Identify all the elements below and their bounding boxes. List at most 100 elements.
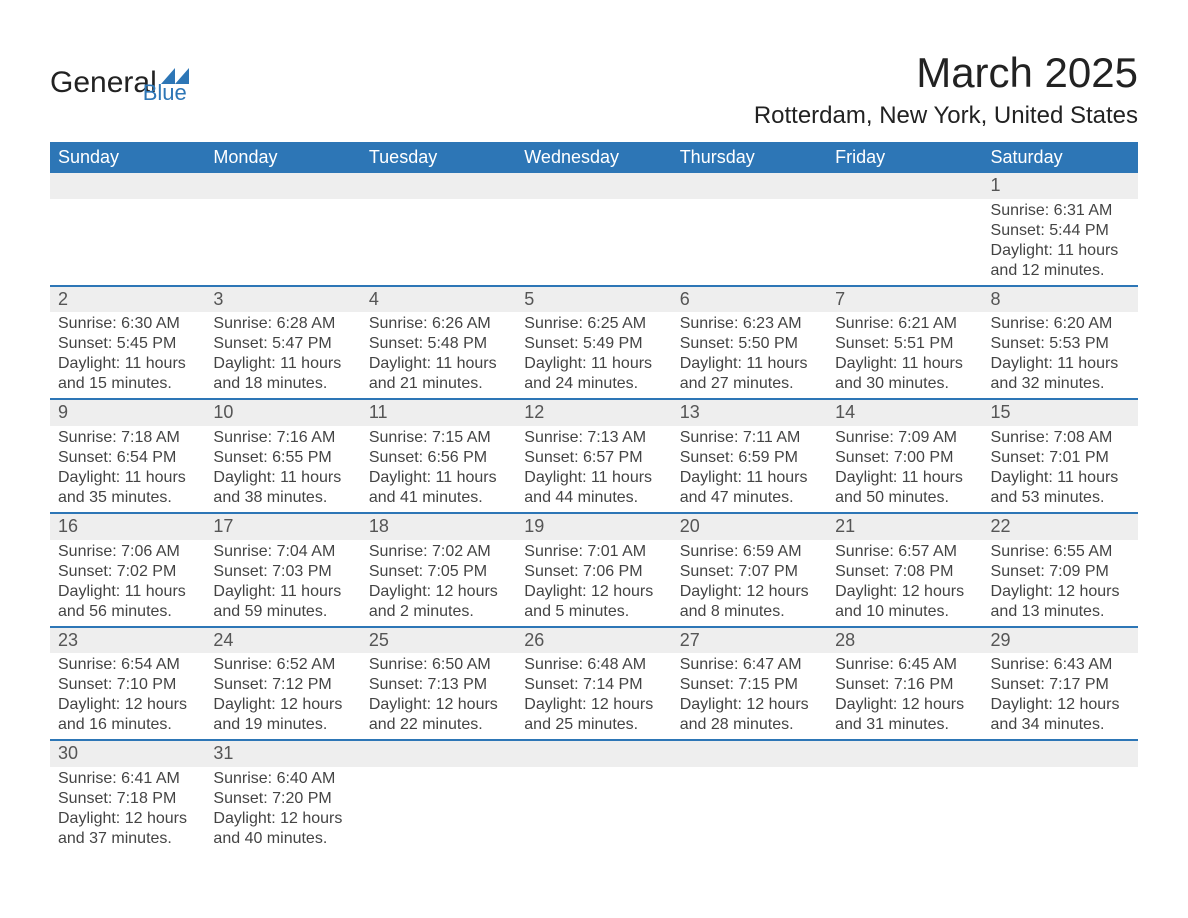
day-cell [516, 740, 671, 853]
sunset-line: Sunset: 7:14 PM [524, 675, 663, 695]
daylight-line: Daylight: 11 hours [680, 354, 819, 374]
day-cell: 2Sunrise: 6:30 AMSunset: 5:45 PMDaylight… [50, 286, 205, 400]
day-data: Sunrise: 7:08 AMSunset: 7:01 PMDaylight:… [983, 426, 1138, 512]
logo: General Blue [50, 50, 189, 104]
day-data: Sunrise: 6:20 AMSunset: 5:53 PMDaylight:… [983, 312, 1138, 398]
day-cell: 11Sunrise: 7:15 AMSunset: 6:56 PMDayligh… [361, 399, 516, 513]
day-number: 10 [205, 400, 360, 426]
sunset-line: Sunset: 7:18 PM [58, 789, 197, 809]
day-cell: 23Sunrise: 6:54 AMSunset: 7:10 PMDayligh… [50, 627, 205, 741]
daylight-line: Daylight: 12 hours [369, 582, 508, 602]
month-title: March 2025 [754, 50, 1138, 96]
daylight-line: and 13 minutes. [991, 602, 1130, 622]
day-number: 19 [516, 514, 671, 540]
daylight-line: and 41 minutes. [369, 488, 508, 508]
day-number: 1 [983, 173, 1138, 199]
daylight-line: Daylight: 12 hours [369, 695, 508, 715]
weekday-header: Saturday [983, 142, 1138, 173]
day-data: Sunrise: 6:21 AMSunset: 5:51 PMDaylight:… [827, 312, 982, 398]
logo-text-general: General [50, 68, 157, 98]
daylight-line: Daylight: 11 hours [991, 241, 1130, 261]
daylight-line: Daylight: 12 hours [58, 695, 197, 715]
day-cell: 9Sunrise: 7:18 AMSunset: 6:54 PMDaylight… [50, 399, 205, 513]
sunrise-line: Sunrise: 7:02 AM [369, 542, 508, 562]
day-cell: 10Sunrise: 7:16 AMSunset: 6:55 PMDayligh… [205, 399, 360, 513]
day-data: Sunrise: 6:40 AMSunset: 7:20 PMDaylight:… [205, 767, 360, 853]
day-number: 11 [361, 400, 516, 426]
day-cell: 7Sunrise: 6:21 AMSunset: 5:51 PMDaylight… [827, 286, 982, 400]
day-cell: 19Sunrise: 7:01 AMSunset: 7:06 PMDayligh… [516, 513, 671, 627]
daylight-line: Daylight: 12 hours [680, 695, 819, 715]
day-number: 23 [50, 628, 205, 654]
day-cell: 14Sunrise: 7:09 AMSunset: 7:00 PMDayligh… [827, 399, 982, 513]
day-cell [361, 740, 516, 853]
sunset-line: Sunset: 7:05 PM [369, 562, 508, 582]
daylight-line: and 15 minutes. [58, 374, 197, 394]
day-number: 8 [983, 287, 1138, 313]
day-number-empty [516, 173, 671, 199]
sunrise-line: Sunrise: 6:54 AM [58, 655, 197, 675]
day-data: Sunrise: 6:26 AMSunset: 5:48 PMDaylight:… [361, 312, 516, 398]
sunset-line: Sunset: 7:17 PM [991, 675, 1130, 695]
day-cell [827, 740, 982, 853]
daylight-line: Daylight: 12 hours [680, 582, 819, 602]
daylight-line: and 34 minutes. [991, 715, 1130, 735]
sunrise-line: Sunrise: 6:50 AM [369, 655, 508, 675]
daylight-line: and 28 minutes. [680, 715, 819, 735]
day-number-empty [983, 741, 1138, 767]
daylight-line: and 5 minutes. [524, 602, 663, 622]
day-data: Sunrise: 7:16 AMSunset: 6:55 PMDaylight:… [205, 426, 360, 512]
day-data: Sunrise: 7:15 AMSunset: 6:56 PMDaylight:… [361, 426, 516, 512]
day-data: Sunrise: 7:02 AMSunset: 7:05 PMDaylight:… [361, 540, 516, 626]
day-data: Sunrise: 6:41 AMSunset: 7:18 PMDaylight:… [50, 767, 205, 853]
daylight-line: and 16 minutes. [58, 715, 197, 735]
day-number-empty [205, 173, 360, 199]
daylight-line: and 37 minutes. [58, 829, 197, 849]
sunrise-line: Sunrise: 7:01 AM [524, 542, 663, 562]
week-row: 9Sunrise: 7:18 AMSunset: 6:54 PMDaylight… [50, 399, 1138, 513]
calendar-page: General Blue March 2025 Rotterdam, New Y… [0, 0, 1188, 918]
week-row: 2Sunrise: 6:30 AMSunset: 5:45 PMDaylight… [50, 286, 1138, 400]
day-number: 14 [827, 400, 982, 426]
day-data: Sunrise: 6:28 AMSunset: 5:47 PMDaylight:… [205, 312, 360, 398]
sunrise-line: Sunrise: 6:57 AM [835, 542, 974, 562]
day-cell: 22Sunrise: 6:55 AMSunset: 7:09 PMDayligh… [983, 513, 1138, 627]
daylight-line: and 59 minutes. [213, 602, 352, 622]
day-number: 21 [827, 514, 982, 540]
week-row: 16Sunrise: 7:06 AMSunset: 7:02 PMDayligh… [50, 513, 1138, 627]
day-data: Sunrise: 7:09 AMSunset: 7:00 PMDaylight:… [827, 426, 982, 512]
day-number: 15 [983, 400, 1138, 426]
day-number-empty [827, 741, 982, 767]
day-cell: 16Sunrise: 7:06 AMSunset: 7:02 PMDayligh… [50, 513, 205, 627]
day-cell [672, 740, 827, 853]
daylight-line: Daylight: 12 hours [213, 695, 352, 715]
daylight-line: Daylight: 11 hours [524, 354, 663, 374]
daylight-line: and 56 minutes. [58, 602, 197, 622]
day-cell [516, 173, 671, 286]
daylight-line: and 27 minutes. [680, 374, 819, 394]
day-number: 4 [361, 287, 516, 313]
weekday-header: Sunday [50, 142, 205, 173]
day-number: 18 [361, 514, 516, 540]
day-number: 24 [205, 628, 360, 654]
day-number: 16 [50, 514, 205, 540]
day-cell: 25Sunrise: 6:50 AMSunset: 7:13 PMDayligh… [361, 627, 516, 741]
sunrise-line: Sunrise: 6:28 AM [213, 314, 352, 334]
header: General Blue March 2025 Rotterdam, New Y… [50, 50, 1138, 130]
day-number-empty [361, 741, 516, 767]
day-number: 29 [983, 628, 1138, 654]
day-data: Sunrise: 6:57 AMSunset: 7:08 PMDaylight:… [827, 540, 982, 626]
sunrise-line: Sunrise: 6:48 AM [524, 655, 663, 675]
sunrise-line: Sunrise: 6:55 AM [991, 542, 1130, 562]
week-row: 23Sunrise: 6:54 AMSunset: 7:10 PMDayligh… [50, 627, 1138, 741]
sunset-line: Sunset: 7:15 PM [680, 675, 819, 695]
day-cell [827, 173, 982, 286]
daylight-line: and 21 minutes. [369, 374, 508, 394]
sunset-line: Sunset: 5:53 PM [991, 334, 1130, 354]
sunrise-line: Sunrise: 6:52 AM [213, 655, 352, 675]
daylight-line: and 8 minutes. [680, 602, 819, 622]
sunset-line: Sunset: 6:59 PM [680, 448, 819, 468]
daylight-line: Daylight: 12 hours [991, 582, 1130, 602]
sunset-line: Sunset: 7:13 PM [369, 675, 508, 695]
day-cell: 20Sunrise: 6:59 AMSunset: 7:07 PMDayligh… [672, 513, 827, 627]
